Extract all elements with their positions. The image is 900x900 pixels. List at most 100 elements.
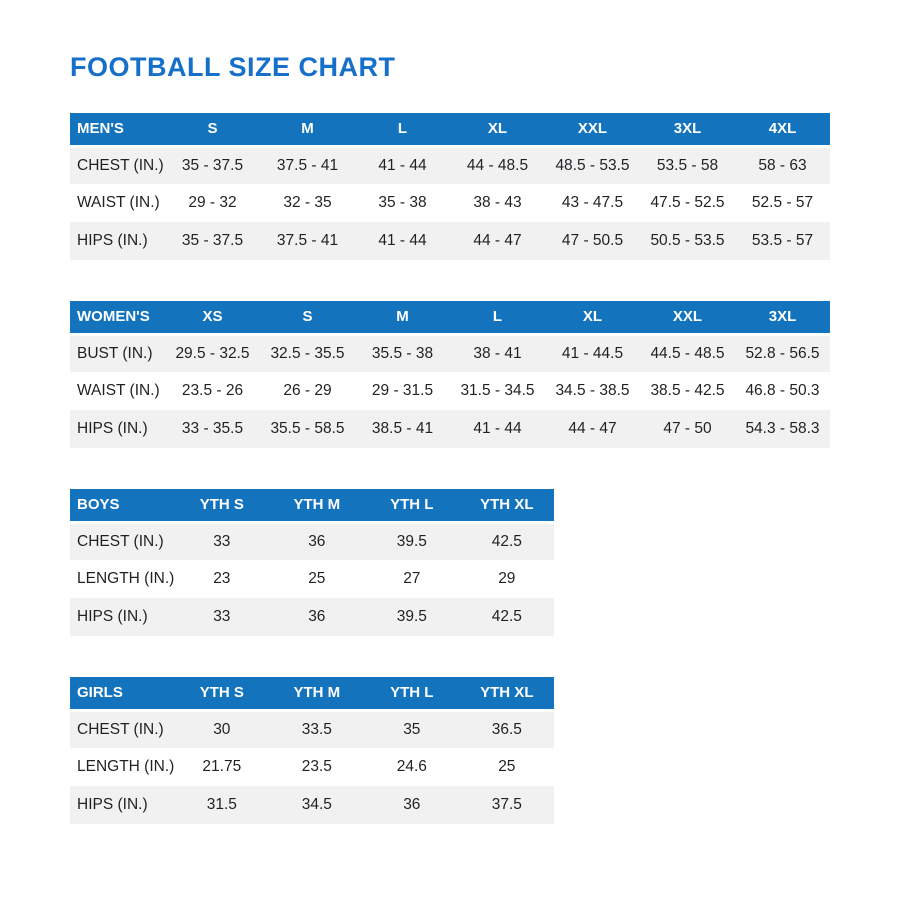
size-value-cell: 41 - 44.5 bbox=[561, 344, 624, 362]
size-value-cell: 53.5 - 57 bbox=[751, 232, 814, 249]
size-value-cell: 34.5 - 38.5 bbox=[555, 382, 630, 399]
size-chart-page: FOOTBALL SIZE CHART MEN'S S M L XL XXL 3XL 4XL C… bbox=[70, 52, 900, 824]
size-column-header: XL bbox=[450, 113, 545, 148]
size-table-mens: MEN'S S M L XL XXL 3XL 4XL CHEST (IN.) 35 - 37.5 3… bbox=[70, 113, 830, 260]
size-value-cell: 26 - 29 bbox=[283, 382, 332, 399]
row-label: WAIST (IN.) bbox=[77, 382, 160, 399]
size-value-cell: 36 bbox=[308, 608, 326, 625]
size-value-cell: 31.5 - 34.5 bbox=[460, 382, 535, 399]
size-value-cell: 37.5 - 41 bbox=[276, 232, 339, 249]
size-column-header: M bbox=[355, 301, 450, 336]
size-column-header: XXL bbox=[640, 301, 735, 336]
size-column-header: S bbox=[260, 301, 355, 336]
page-title: FOOTBALL SIZE CHART bbox=[70, 52, 396, 82]
size-table-boys: BOYS YTH S YTH M YTH L YTH XL CHEST (IN.) 33 36… bbox=[70, 489, 555, 636]
table-row: BUST (IN.) 29.5 - 32.5 32.5 - 35.5 35.5 - 3… bbox=[70, 334, 830, 372]
size-column-header: 3XL bbox=[640, 113, 735, 148]
size-value-cell: 27 bbox=[403, 570, 421, 587]
size-value-cell: 48.5 - 53.5 bbox=[555, 156, 630, 174]
size-value-cell: 29 - 31.5 bbox=[371, 382, 434, 399]
size-value-cell: 21.75 bbox=[202, 758, 242, 775]
size-value-cell: 38.5 - 42.5 bbox=[650, 382, 725, 399]
size-column-header: L bbox=[355, 113, 450, 148]
size-column-header: YTH S bbox=[174, 489, 270, 524]
size-value-cell: 23.5 - 26 bbox=[181, 382, 244, 399]
size-value-cell: 36 bbox=[403, 796, 421, 813]
row-label: HIPS (IN.) bbox=[77, 420, 148, 437]
size-value-cell: 32 - 35 bbox=[283, 194, 332, 211]
size-value-cell: 46.8 - 50.3 bbox=[745, 382, 820, 399]
size-column-header: YTH M bbox=[269, 677, 365, 712]
size-value-cell: 52.8 - 56.5 bbox=[745, 344, 820, 362]
size-value-cell: 37.5 bbox=[491, 796, 522, 813]
size-value-cell: 30 bbox=[213, 720, 231, 738]
size-value-cell: 58 - 63 bbox=[758, 156, 807, 174]
table-row: WAIST (IN.) 29 - 32 32 - 35 35 - 38 38 - 43 4… bbox=[70, 184, 830, 222]
size-value-cell: 32.5 - 35.5 bbox=[270, 344, 345, 362]
size-value-cell: 38 - 41 bbox=[473, 344, 522, 362]
size-column-header: S bbox=[165, 113, 260, 148]
table-row: LENGTH (IN.) 23 25 27 29 bbox=[70, 560, 555, 598]
table-header-row: BOYS YTH S YTH M YTH L YTH XL bbox=[70, 489, 555, 524]
table-row: CHEST (IN.) 30 33.5 35 36.5 bbox=[70, 710, 555, 748]
size-value-cell: 35 - 37.5 bbox=[181, 156, 244, 174]
size-value-cell: 23.5 bbox=[301, 758, 332, 775]
table-row: WAIST (IN.) 23.5 - 26 26 - 29 29 - 31.5 31.5… bbox=[70, 372, 830, 410]
size-value-cell: 23 bbox=[213, 570, 231, 587]
size-tables-container: MEN'S S M L XL XXL 3XL 4XL CHEST (IN.) 35 - 37.5 3… bbox=[70, 113, 900, 824]
table-header-row: MEN'S S M L XL XXL 3XL 4XL bbox=[70, 113, 830, 148]
size-value-cell: 33 - 35.5 bbox=[181, 420, 244, 437]
size-value-cell: 35 - 38 bbox=[378, 194, 427, 211]
row-label: HIPS (IN.) bbox=[77, 608, 148, 625]
size-value-cell: 38.5 - 41 bbox=[371, 420, 434, 437]
row-label: LENGTH (IN.) bbox=[77, 758, 175, 775]
size-value-cell: 39.5 bbox=[396, 608, 427, 625]
size-value-cell: 41 - 44 bbox=[378, 232, 427, 249]
size-value-cell: 42.5 bbox=[491, 532, 522, 550]
size-value-cell: 44.5 - 48.5 bbox=[650, 344, 725, 362]
table-header-row: GIRLS YTH S YTH M YTH L YTH XL bbox=[70, 677, 555, 712]
size-value-cell: 52.5 - 57 bbox=[751, 194, 814, 211]
size-column-header: 4XL bbox=[735, 113, 830, 148]
size-value-cell: 41 - 44 bbox=[378, 156, 427, 174]
size-column-header: 3XL bbox=[735, 301, 830, 336]
size-value-cell: 25 bbox=[498, 758, 516, 775]
row-label: CHEST (IN.) bbox=[77, 156, 164, 174]
size-value-cell: 29 bbox=[498, 570, 516, 587]
size-value-cell: 47 - 50 bbox=[663, 420, 712, 437]
size-value-cell: 35 - 37.5 bbox=[181, 232, 244, 249]
size-column-header: XXL bbox=[545, 113, 640, 148]
table-row: HIPS (IN.) 33 - 35.5 35.5 - 58.5 38.5 - 41 4… bbox=[70, 410, 830, 448]
size-column-header: L bbox=[450, 301, 545, 336]
table-row: HIPS (IN.) 33 36 39.5 42.5 bbox=[70, 598, 555, 636]
size-value-cell: 35.5 - 58.5 bbox=[270, 420, 345, 437]
size-value-cell: 33.5 bbox=[301, 720, 332, 738]
size-column-header: YTH XL bbox=[459, 489, 555, 524]
size-value-cell: 39.5 bbox=[396, 532, 427, 550]
table-row: LENGTH (IN.) 21.75 23.5 24.6 25 bbox=[70, 748, 555, 786]
size-value-cell: 38 - 43 bbox=[473, 194, 522, 211]
size-value-cell: 25 bbox=[308, 570, 326, 587]
size-column-header: XS bbox=[165, 301, 260, 336]
size-value-cell: 35 bbox=[403, 720, 421, 738]
size-column-header: YTH L bbox=[364, 489, 460, 524]
size-value-cell: 36.5 bbox=[491, 720, 522, 738]
size-column-header: YTH M bbox=[269, 489, 365, 524]
size-value-cell: 36 bbox=[308, 532, 326, 550]
size-value-cell: 54.3 - 58.3 bbox=[745, 420, 820, 437]
size-value-cell: 42.5 bbox=[491, 608, 522, 625]
size-value-cell: 33 bbox=[213, 608, 231, 625]
group-label: MEN'S bbox=[70, 113, 165, 148]
size-value-cell: 44 - 47 bbox=[473, 232, 522, 249]
size-value-cell: 50.5 - 53.5 bbox=[650, 232, 725, 249]
row-label: CHEST (IN.) bbox=[77, 720, 164, 738]
size-value-cell: 41 - 44 bbox=[473, 420, 522, 437]
size-value-cell: 47 - 50.5 bbox=[561, 232, 624, 249]
size-value-cell: 33 bbox=[213, 532, 231, 550]
size-value-cell: 29 - 32 bbox=[188, 194, 237, 211]
size-value-cell: 44 - 47 bbox=[568, 420, 617, 437]
table-row: HIPS (IN.) 35 - 37.5 37.5 - 41 41 - 44 44 - … bbox=[70, 222, 830, 260]
size-value-cell: 24.6 bbox=[396, 758, 427, 775]
table-row: HIPS (IN.) 31.5 34.5 36 37.5 bbox=[70, 786, 555, 824]
size-value-cell: 35.5 - 38 bbox=[371, 344, 434, 362]
